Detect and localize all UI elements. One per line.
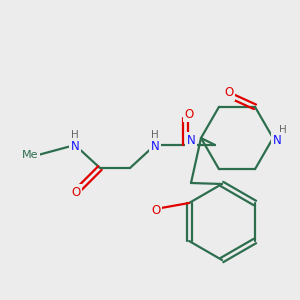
Text: O: O: [152, 203, 161, 217]
Text: H: H: [279, 125, 287, 135]
Text: O: O: [184, 107, 194, 121]
Text: N: N: [151, 140, 159, 154]
Text: H: H: [71, 130, 79, 140]
Text: N: N: [273, 134, 281, 146]
Text: N: N: [70, 140, 80, 154]
Text: Me: Me: [22, 150, 38, 160]
Text: N: N: [187, 134, 195, 146]
Text: O: O: [224, 86, 234, 99]
Text: O: O: [71, 185, 81, 199]
Text: H: H: [151, 130, 159, 140]
